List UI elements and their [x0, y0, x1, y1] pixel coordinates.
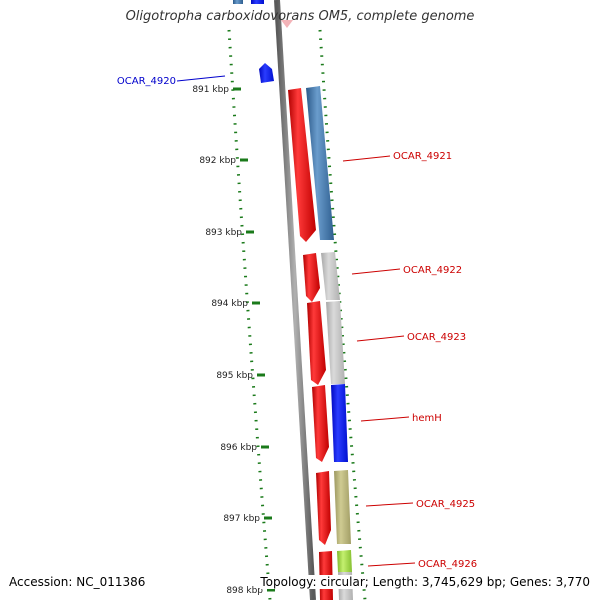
gene-label: OCAR_4925 — [416, 499, 475, 510]
gene-bar-hemh — [331, 384, 348, 462]
cds-arrow-4 — [312, 385, 329, 462]
label-leader-line — [360, 416, 410, 422]
label-leader-lines: OCAR_4920 OCAR_4921 OCAR_4922 OCAR_4923 hemH… — [117, 75, 477, 570]
scale-tick-label: 896 kbp — [220, 443, 257, 453]
gene-label: OCAR_4923 — [407, 332, 466, 343]
gene-bar-ocar-4922 — [321, 252, 340, 300]
gene-label: OCAR_4922 — [403, 265, 462, 276]
label-leader-line — [365, 502, 414, 507]
gene-label: OCAR_4921 — [393, 151, 452, 162]
label-leader-line — [176, 75, 226, 82]
top-partial-blue-feature-2 — [251, 0, 264, 4]
gene-bar-ocar-4921 — [306, 86, 334, 240]
scale-tick-label: 895 kbp — [216, 371, 253, 381]
label-leader-line — [351, 268, 401, 275]
scale-tick-label: 898 kbp — [226, 586, 263, 596]
label-leader-line — [342, 155, 391, 162]
label-leader-line — [367, 562, 416, 567]
top-partial-blue-feature — [233, 0, 243, 4]
gene-bar-ocar-4926 — [337, 550, 352, 572]
scale-ticks: 891 kbp 892 kbp 893 kbp 894 kbp 895 kbp 896 k… — [192, 85, 275, 596]
gene-arrow-ocar-4920 — [259, 63, 274, 83]
scale-tick-label: 891 kbp — [192, 85, 229, 95]
scale-tick-label: 897 kbp — [223, 514, 260, 524]
gene-bar-ocar-4923 — [326, 301, 345, 384]
topology-text: Topology: circular; Length: 3,745,629 bp… — [260, 575, 590, 589]
accession-text: Accession: NC_011386 — [9, 575, 146, 589]
scale-tick-label: 894 kbp — [211, 299, 248, 309]
gene-label: OCAR_4926 — [418, 559, 477, 570]
gene-label: OCAR_4920 — [117, 76, 176, 87]
cds-arrow-3 — [307, 301, 326, 385]
cds-arrow-2 — [303, 253, 320, 302]
cds-arrow-1 — [288, 88, 316, 242]
scale-tick-label: 892 kbp — [199, 156, 236, 166]
gene-label: hemH — [412, 413, 442, 424]
genome-title: Oligotropha carboxidovorans OM5, complet… — [125, 9, 475, 24]
cds-arrow-5 — [316, 471, 331, 545]
genome-backbone — [274, 0, 316, 600]
gene-bar-ocar-4925 — [334, 470, 351, 544]
scale-tick-label: 893 kbp — [205, 228, 242, 238]
top-partial-pink-feature — [281, 20, 293, 28]
label-leader-line — [356, 335, 405, 342]
